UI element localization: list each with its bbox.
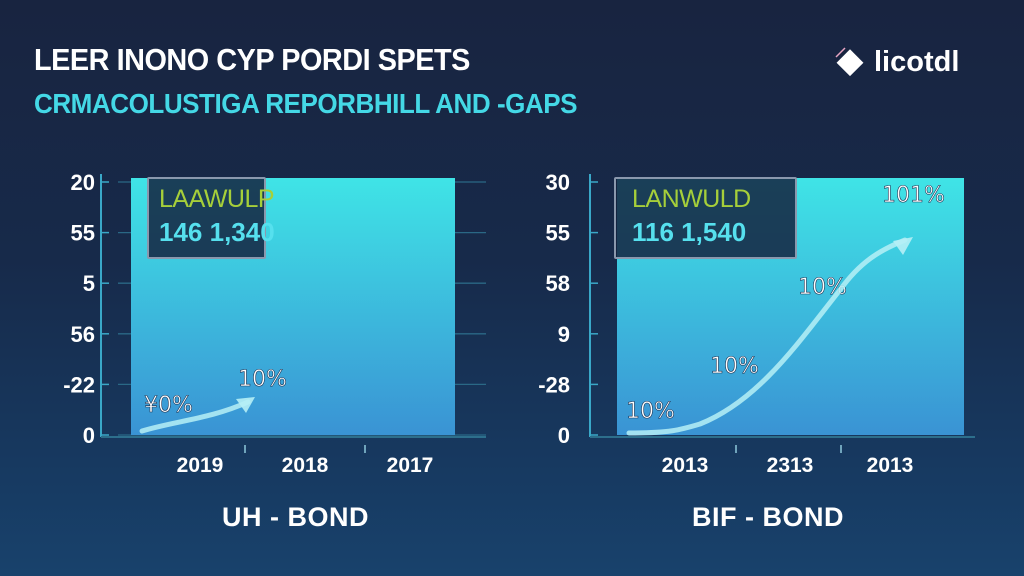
y-tick-label: 9	[558, 322, 570, 347]
page-title: LEER INONO CYP PORDI SPETS	[34, 42, 470, 77]
diamond-logo-icon	[832, 44, 868, 80]
legend-name: LAAWULP	[159, 185, 275, 213]
chart-caption-uh-bond: UH - BOND	[222, 502, 369, 532]
legend-name: LANWULD	[632, 185, 751, 213]
brand-name: licotdl	[874, 45, 960, 78]
y-tick-label: 5	[83, 271, 95, 296]
y-tick-label: 55	[71, 221, 95, 246]
bar-data-label: 10%	[238, 367, 287, 392]
trend-arrow-icon	[139, 399, 251, 434]
y-tick-label: 0	[83, 423, 95, 448]
x-tick-label: 2013	[867, 454, 914, 477]
x-tick-label: 2013	[662, 454, 709, 477]
legend-box-uh-bond: LAAWULP 146 1,340	[147, 177, 275, 259]
x-tick-label: 2018	[282, 454, 329, 477]
page-subtitle: CRMACOLUSTIGA REPORBHILL AND -GAPS	[34, 88, 578, 119]
y-tick-label: 0	[558, 423, 570, 448]
x-tick-label: 2017	[387, 454, 434, 477]
brand-logo: licotdl	[832, 44, 959, 80]
y-tick-label: 58	[546, 271, 570, 296]
y-tick-label: 30	[546, 170, 570, 195]
legend-value: 116 1,540	[632, 217, 747, 247]
trend-arrow-icon	[626, 237, 908, 436]
bar-data-label: 10%	[626, 399, 675, 424]
legend-box-bif-bond: LANWULD 116 1,540	[614, 177, 797, 259]
legend-value: 146 1,340	[159, 217, 275, 247]
x-tick-label: 2313	[767, 454, 814, 477]
x-tick-label: 2019	[177, 454, 224, 477]
trend-arrowhead-icon	[893, 237, 913, 255]
bar	[313, 178, 404, 435]
bar	[875, 178, 964, 435]
y-tick-label: -22	[63, 372, 95, 397]
bar-data-label: ¥0%	[144, 393, 193, 418]
y-tick-label: 55	[546, 221, 570, 246]
bar	[795, 178, 875, 435]
bar-data-label: 101%	[882, 183, 945, 208]
y-tick-label: -28	[538, 372, 570, 397]
trend-arrowhead-icon	[236, 397, 255, 413]
chart-caption-bif-bond: BIF - BOND	[692, 502, 844, 532]
y-tick-label: 20	[71, 170, 95, 195]
y-tick-label: 56	[71, 322, 95, 347]
bar	[398, 178, 455, 435]
bar-data-label: 10%	[710, 354, 759, 379]
